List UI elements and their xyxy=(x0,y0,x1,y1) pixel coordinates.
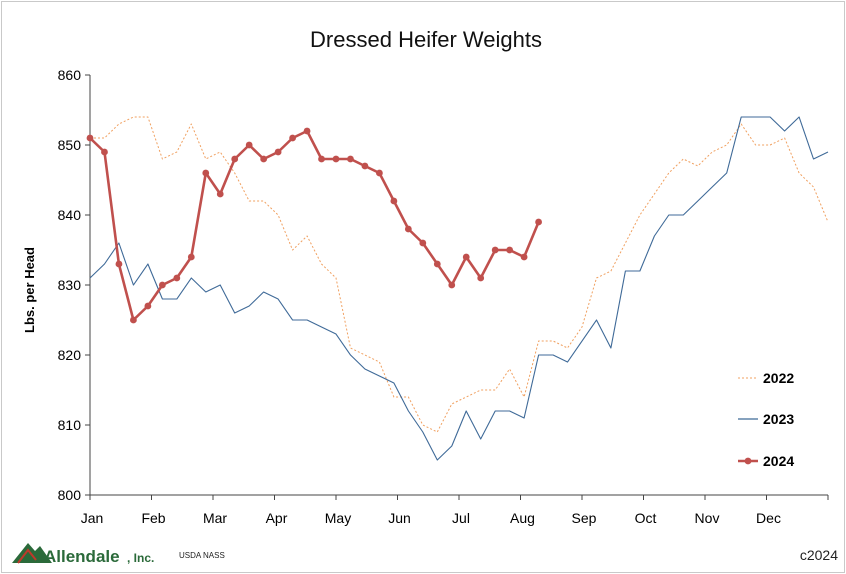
x-tick-label: Aug xyxy=(510,510,535,526)
data-point-2024 xyxy=(462,253,470,261)
legend-label-2024: 2024 xyxy=(763,453,794,469)
x-tick-label: May xyxy=(325,510,351,526)
data-point-2024 xyxy=(115,260,123,268)
allendale-logo: Allendale , Inc. xyxy=(12,543,154,566)
series-line-2023 xyxy=(89,116,829,461)
series-group xyxy=(86,116,829,461)
x-tick-label: Jan xyxy=(81,510,104,526)
data-point-2024 xyxy=(130,316,137,324)
x-tick-label: Dec xyxy=(756,510,781,526)
legend: 2022 2023 2024 xyxy=(738,370,794,469)
series-line-2024 xyxy=(89,129,540,322)
x-tick-label: Nov xyxy=(695,510,720,526)
x-tick-label: Oct xyxy=(635,510,657,526)
y-tick-label: 850 xyxy=(58,137,82,153)
y-tick-label: 840 xyxy=(58,207,82,223)
data-point-2024 xyxy=(433,260,441,268)
legend-label-2022: 2022 xyxy=(763,370,794,386)
data-point-2024 xyxy=(361,162,369,170)
data-point-2024 xyxy=(216,190,224,198)
legend-label-2023: 2023 xyxy=(763,411,794,427)
x-tick-label: Jun xyxy=(388,510,411,526)
data-point-2024 xyxy=(535,218,542,226)
y-tick-label: 800 xyxy=(58,487,82,503)
data-point-2024 xyxy=(289,134,296,142)
data-point-2024 xyxy=(173,274,181,282)
data-point-2024 xyxy=(376,169,383,177)
y-axis-label: Lbs. per Head xyxy=(22,247,37,333)
data-point-2024 xyxy=(448,281,456,289)
data-point-2024 xyxy=(187,253,195,261)
y-axis-ticks: 800 810 820 830 840 850 860 xyxy=(58,67,90,503)
logo-accent-icon xyxy=(17,548,37,564)
x-tick-label: Apr xyxy=(266,510,288,526)
x-tick-label: Sep xyxy=(572,510,597,526)
x-tick-label: Feb xyxy=(141,510,165,526)
data-point-2024 xyxy=(419,239,427,247)
y-tick-label: 830 xyxy=(58,277,82,293)
data-point-2024 xyxy=(144,302,152,310)
data-point-2024 xyxy=(491,246,499,254)
data-point-2024 xyxy=(303,127,311,135)
data-point-2024 xyxy=(260,155,268,163)
x-axis-ticks: Jan Feb Mar Apr May Jun Jul Aug Sep Oct Nov Dec xyxy=(81,495,829,526)
data-point-2024 xyxy=(506,246,514,254)
y-tick-label: 820 xyxy=(58,347,82,363)
data-point-2024 xyxy=(477,274,485,282)
chart-title: Dressed Heifer Weights xyxy=(310,27,542,52)
data-point-2024 xyxy=(390,197,398,205)
y-tick-label: 810 xyxy=(58,417,82,433)
logo-suffix: , Inc. xyxy=(127,551,154,565)
data-point-2024 xyxy=(245,141,253,149)
y-tick-label: 860 xyxy=(58,67,82,83)
data-point-2024 xyxy=(274,148,282,156)
data-point-2024 xyxy=(332,155,340,163)
logo-name: Allendale xyxy=(44,547,120,566)
data-point-2024 xyxy=(404,225,412,233)
data-point-2024 xyxy=(158,281,166,289)
data-point-2024 xyxy=(318,155,325,163)
data-point-2024 xyxy=(231,155,239,163)
data-point-2024 xyxy=(86,134,94,142)
data-point-2024 xyxy=(101,148,108,156)
x-tick-label: Mar xyxy=(203,510,227,526)
data-point-2024 xyxy=(347,155,354,163)
x-tick-label: Jul xyxy=(452,510,470,526)
series-line-2022 xyxy=(90,116,829,433)
source-note: USDA NASS xyxy=(179,551,225,560)
data-point-2024 xyxy=(520,253,528,261)
data-point-2024 xyxy=(202,169,210,177)
copyright-note: c2024 xyxy=(800,547,838,563)
legend-marker-2024 xyxy=(744,457,752,465)
